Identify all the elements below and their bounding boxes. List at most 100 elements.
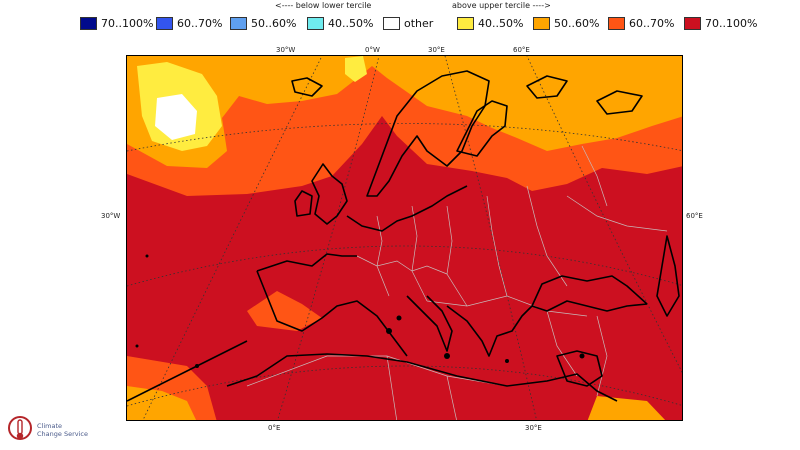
probability-other-atlantic — [155, 94, 197, 140]
island — [195, 364, 199, 368]
country-border — [581, 145, 608, 207]
top-tick-60e: 60°E — [513, 46, 530, 54]
north-sea-coast — [346, 185, 468, 232]
legend-swatch — [608, 16, 625, 30]
island — [386, 328, 392, 334]
finland-coast — [456, 100, 508, 157]
black-sea-north-coast — [531, 275, 648, 307]
legend-label: 60..70% — [629, 16, 675, 30]
above-tercile-caption: above upper tercile ----> — [452, 1, 551, 10]
country-border — [596, 315, 608, 397]
legend-label: 40..50% — [478, 16, 524, 30]
legend-swatch — [80, 16, 97, 30]
legend-item-above-60-70: 60..70% — [608, 14, 674, 32]
top-tick-0w: 0°W — [365, 46, 380, 54]
probability-40-50-north-sea — [345, 56, 367, 82]
graticule-parallel — [127, 123, 682, 152]
island — [579, 353, 585, 359]
caspian-coast — [656, 235, 680, 317]
legend-swatch — [230, 16, 247, 30]
legend-item-above-70-100: 70..100% — [684, 14, 757, 32]
coastlines — [127, 70, 680, 402]
bottom-tick-0e: 0°E — [268, 424, 281, 432]
thermometer-logo-icon — [8, 416, 32, 440]
top-tick-30e: 30°E — [428, 46, 445, 54]
legend-label: 40..50% — [328, 16, 374, 30]
probability-50-60-southwest — [127, 386, 197, 420]
legend-swatch — [533, 16, 550, 30]
country-border — [356, 255, 448, 275]
legend-label: other — [404, 16, 434, 30]
right-tick-60e: 60°E — [686, 212, 703, 220]
island — [444, 353, 450, 359]
legend: 70..100% 60..70% 50..60% 40..50% other 4… — [0, 14, 800, 36]
graticule-meridian — [526, 56, 682, 373]
legend-label: 50..60% — [554, 16, 600, 30]
country-border — [411, 205, 428, 302]
graticule-lines — [127, 56, 682, 420]
legend-item-above-40-50: 40..50% — [457, 14, 523, 32]
country-border — [446, 205, 468, 307]
legend-label: 70..100% — [101, 16, 154, 30]
left-tick-30w: 30°W — [101, 212, 121, 220]
legend-label: 60..70% — [177, 16, 223, 30]
scandinavia-coast — [366, 70, 490, 197]
island — [145, 254, 149, 258]
graticule-meridian — [142, 56, 323, 420]
country-border — [486, 195, 508, 297]
graticule-meridian — [277, 56, 380, 420]
country-border — [446, 375, 457, 420]
map-canvas — [127, 56, 682, 420]
legend-swatch — [156, 16, 173, 30]
top-tick-30w: 30°W — [276, 46, 296, 54]
graticule-meridian — [444, 56, 537, 420]
logo-text: Climate Change Service — [37, 422, 88, 438]
ireland-coast — [294, 190, 313, 217]
legend-label: 50..60% — [251, 16, 297, 30]
logo-line-2: Change Service — [37, 430, 88, 438]
country-border — [386, 355, 398, 420]
island — [396, 315, 402, 321]
logo-line-1: Climate — [37, 422, 63, 430]
probability-50-60-north — [127, 56, 682, 168]
graticule-parallel — [127, 245, 682, 287]
iceland-coast — [291, 77, 323, 97]
probability-50-60-southeast — [587, 396, 666, 420]
country-border — [526, 185, 568, 287]
legend-label: 70..100% — [705, 16, 758, 30]
island — [135, 344, 139, 348]
country-border — [566, 195, 668, 232]
legend-item-below-70-100: 70..100% — [80, 14, 153, 32]
italy-coast — [406, 295, 453, 352]
white-sea-coast — [596, 90, 643, 115]
copernicus-logo: Climate Change Service — [6, 414, 88, 446]
iberia-mediterranean-coast — [256, 270, 408, 357]
country-borders — [246, 145, 668, 420]
probability-60-70-iberia — [247, 291, 322, 331]
legend-swatch — [307, 16, 324, 30]
black-sea-south-coast — [531, 300, 648, 312]
probability-map — [126, 55, 683, 421]
kola-coast — [526, 75, 568, 99]
biscay-coast — [256, 253, 357, 272]
country-border — [426, 295, 588, 317]
balkan-coast — [446, 305, 533, 357]
north-africa-coast — [226, 353, 618, 402]
island — [505, 359, 509, 363]
country-border — [546, 310, 578, 377]
below-tercile-caption: <---- below lower tercile — [275, 1, 372, 10]
graticule-parallel — [127, 365, 682, 407]
legend-item-above-50-60: 50..60% — [533, 14, 599, 32]
legend-item-below-50-60: 50..60% — [230, 14, 296, 32]
legend-item-below-60-70: 60..70% — [156, 14, 222, 32]
bottom-tick-30e: 30°E — [525, 424, 542, 432]
legend-item-other: other — [383, 14, 433, 32]
great-britain-coast — [311, 163, 348, 225]
legend-swatch — [383, 16, 400, 30]
legend-swatch — [457, 16, 474, 30]
atlantic-africa-coast — [127, 340, 248, 402]
islands — [135, 254, 585, 368]
legend-item-below-40-50: 40..50% — [307, 14, 373, 32]
country-border — [376, 215, 390, 297]
cyprus-levant-coast — [556, 350, 603, 387]
